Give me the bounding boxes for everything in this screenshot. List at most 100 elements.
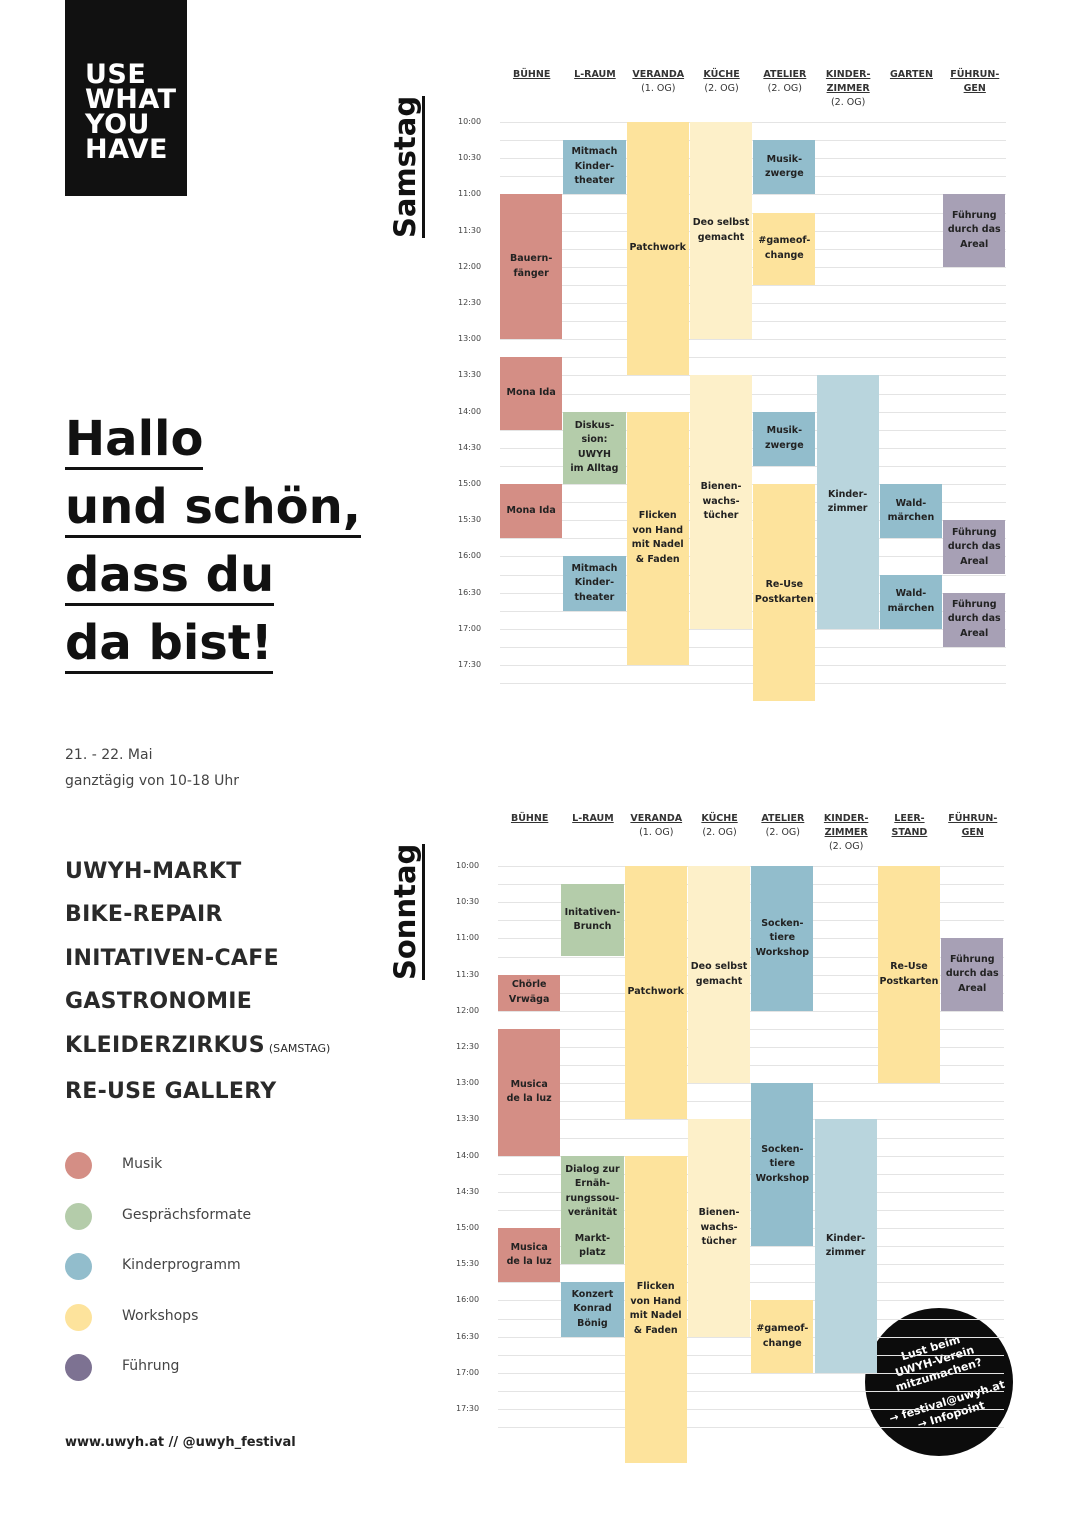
headline-line: dass du (65, 541, 361, 609)
headline-text: dass du (65, 547, 275, 606)
event-block[interactable]: Patchwork (624, 866, 687, 1120)
event-block[interactable]: Musik- zwerge (753, 140, 816, 195)
column-header: BÜHNE (498, 812, 561, 826)
column-name: GARTEN (889, 69, 933, 80)
time-label: 12:00 (456, 1005, 480, 1015)
time-label: 17:00 (458, 623, 482, 633)
event-block[interactable]: Mitmach Kinder- theater (563, 556, 626, 611)
legend-item: Gesprächsformate (65, 1202, 365, 1231)
logo-line: HAVE (85, 134, 168, 165)
event-block[interactable]: Musica de la luz (498, 1028, 561, 1156)
column-name: VERANDA (630, 813, 683, 824)
event-block[interactable]: #gameof- change (753, 212, 816, 285)
event-block[interactable]: Führung durch das Areal (941, 938, 1004, 1011)
event-block[interactable]: Wald- märchen (879, 484, 943, 539)
event-block[interactable]: Re-Use Postkarten (753, 484, 816, 702)
event-title: Deo selbst gemacht (690, 961, 748, 987)
event-block[interactable]: Flicken von Hand mit Nadel & Faden (626, 411, 689, 665)
time-label: 13:30 (456, 1114, 480, 1124)
event-block[interactable]: Dialog zur Ernäh- rungssou- veränität (561, 1155, 624, 1228)
event-block[interactable]: Deo selbst gemacht (689, 122, 753, 340)
event-block[interactable]: Wald- märchen (879, 574, 943, 629)
attraction-item: UWYH-MARKT (65, 850, 330, 893)
event-title: Re-Use Postkarten (879, 961, 939, 987)
event-title: Flicken von Hand mit Nadel & Faden (629, 1281, 682, 1336)
event-block[interactable]: Führung durch das Areal (943, 194, 1006, 267)
event-title: Bienen- wachs- tücher (700, 481, 742, 522)
event-title: Flicken von Hand mit Nadel & Faden (631, 510, 684, 565)
event-title: Mitmach Kinder- theater (571, 562, 618, 603)
attraction-item: RE-USE GALLERY (65, 1070, 330, 1113)
event-title: #gameof- change (758, 235, 811, 261)
time-label: 10:00 (458, 117, 482, 126)
event-block[interactable]: Initativen- Brunch (561, 884, 624, 957)
event-block[interactable]: Bauern- fänger (500, 194, 563, 340)
event-block[interactable]: Konzert Konrad Bönig (561, 1282, 624, 1337)
event-block[interactable]: Mona Ida (500, 484, 563, 539)
event-block[interactable]: Deo selbst gemacht (687, 866, 751, 1084)
time-label: 14:30 (458, 442, 482, 452)
event-block[interactable]: Mona Ida (500, 357, 563, 430)
event-block[interactable]: Socken- tiere Workshop (751, 866, 814, 1011)
grid-line-half (498, 1427, 1005, 1429)
event-block[interactable]: Patchwork (626, 122, 689, 376)
event-block[interactable]: Musica de la luz (498, 1228, 561, 1283)
event-block[interactable]: Diskus- sion: UWYH im Alltag (563, 411, 626, 484)
column-floor: (2. OG) (767, 83, 802, 94)
event-block[interactable]: Musik- zwerge (753, 411, 816, 466)
grid-line-half (500, 393, 1007, 395)
column-floor: (1. OG) (641, 83, 676, 94)
event-block[interactable]: Mitmach Kinder- theater (563, 140, 626, 195)
event-block[interactable]: Kinder- zimmer (816, 375, 879, 629)
grid-line (500, 375, 1007, 377)
event-block[interactable]: Socken- tiere Workshop (751, 1083, 814, 1247)
event-block[interactable]: Markt- platz (561, 1228, 624, 1265)
event-block[interactable]: Führung durch das Areal (943, 520, 1006, 575)
column-header: L-RAUM (561, 812, 624, 826)
time-label: 16:30 (456, 1331, 480, 1341)
dates-line: 21. - 22. Mai (65, 747, 153, 763)
headline-line: da bist! (65, 609, 361, 677)
time-label: 13:30 (458, 370, 482, 380)
legend-color-dot (65, 1152, 92, 1179)
logo-text: USE WHAT YOU HAVE (85, 61, 177, 165)
time-label: 15:30 (458, 515, 482, 525)
column-header: FÜHRUN- GEN (943, 68, 1006, 96)
event-title: Konzert Konrad Bönig (571, 1288, 614, 1329)
event-block[interactable]: #gameof- change (751, 1300, 814, 1373)
event-dates: 21. - 22. Mai ganztägig von 10-18 Uhr (65, 742, 239, 794)
event-block[interactable]: Kinder- zimmer (814, 1119, 877, 1373)
event-title: Dialog zur Ernäh- rungssou- veränität (565, 1163, 620, 1219)
event-title: Wald- märchen (887, 588, 935, 614)
time-label: 11:00 (458, 189, 482, 199)
time-label: 17:00 (456, 1367, 480, 1377)
column-floor: (2. OG) (765, 827, 800, 838)
grid-line (498, 1264, 1005, 1266)
column-name: KINDER- (825, 69, 871, 80)
event-block[interactable]: Bienen- wachs- tücher (689, 375, 753, 629)
event-block[interactable]: Chörle Vrwäga (498, 974, 561, 1011)
time-label: 14:30 (456, 1186, 480, 1196)
event-title: Wald- märchen (887, 497, 935, 524)
event-block[interactable]: Führung durch das Areal (943, 592, 1006, 647)
column-header: KÜCHE (2. OG) (690, 68, 753, 96)
column-header: KINDER- ZIMMER (2. OG) (817, 68, 880, 110)
event-block[interactable]: Re-Use Postkarten (877, 866, 941, 1084)
grid-line-half (498, 1028, 1005, 1030)
event-title: Socken- tiere Workshop (755, 917, 810, 958)
event-block[interactable]: Bienen- wachs- tücher (687, 1119, 751, 1337)
headline-text: und schön, (65, 479, 361, 538)
headline-line: und schön, (65, 473, 361, 541)
column-floor: (1. OG) (639, 827, 674, 838)
legend-item: Kinderprogramm (65, 1253, 365, 1281)
legend-color-dot (65, 1303, 92, 1331)
column-floor: (2. OG) (702, 827, 737, 838)
event-title: #gameof- change (756, 1323, 809, 1349)
event-title: Führung durch das Areal (947, 209, 1001, 250)
footer-links[interactable]: www.uwyh.at // @uwyh_festival (65, 1435, 296, 1450)
time-label: 10:00 (456, 861, 480, 870)
column-name: L-RAUM (574, 69, 616, 80)
grid-line (500, 122, 1007, 123)
legend-color-dot (65, 1354, 92, 1381)
event-block[interactable]: Flicken von Hand mit Nadel & Faden (624, 1155, 687, 1464)
